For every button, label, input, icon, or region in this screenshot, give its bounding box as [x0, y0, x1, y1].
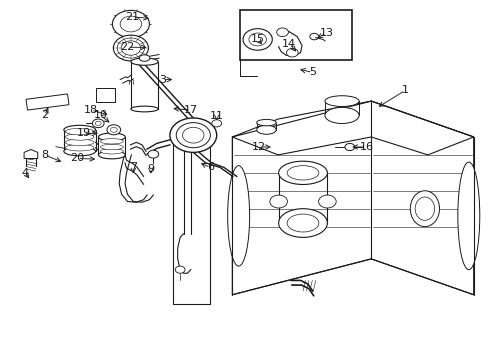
Ellipse shape: [98, 151, 125, 159]
Circle shape: [95, 121, 101, 126]
Circle shape: [148, 150, 158, 158]
Ellipse shape: [409, 191, 439, 226]
Text: 6: 6: [206, 162, 213, 172]
Circle shape: [120, 16, 142, 32]
Ellipse shape: [100, 139, 123, 144]
Polygon shape: [232, 101, 473, 295]
Circle shape: [110, 127, 117, 132]
Ellipse shape: [227, 166, 249, 266]
Polygon shape: [24, 149, 38, 158]
Text: 22: 22: [120, 42, 134, 52]
Circle shape: [286, 48, 298, 57]
Ellipse shape: [325, 96, 358, 107]
Circle shape: [276, 28, 288, 37]
Circle shape: [117, 38, 144, 58]
Bar: [96, 88, 115, 102]
Circle shape: [92, 119, 104, 128]
Circle shape: [248, 33, 266, 46]
Circle shape: [112, 10, 149, 38]
Circle shape: [176, 123, 210, 148]
Ellipse shape: [278, 209, 327, 237]
Ellipse shape: [286, 214, 318, 232]
Circle shape: [318, 195, 335, 208]
Circle shape: [182, 127, 203, 143]
Text: 16: 16: [359, 142, 373, 152]
Circle shape: [121, 41, 141, 55]
Text: 18: 18: [83, 105, 98, 115]
Text: 13: 13: [319, 28, 333, 38]
Ellipse shape: [325, 107, 358, 123]
Ellipse shape: [64, 147, 95, 156]
Text: 1: 1: [401, 85, 408, 95]
Text: 7: 7: [129, 162, 137, 172]
Text: 20: 20: [70, 153, 84, 163]
Text: 21: 21: [125, 12, 139, 22]
Ellipse shape: [100, 149, 123, 154]
Ellipse shape: [98, 133, 125, 141]
Ellipse shape: [65, 134, 94, 140]
Ellipse shape: [256, 120, 276, 126]
Text: 14: 14: [282, 39, 296, 49]
Circle shape: [175, 266, 184, 273]
Text: 12: 12: [251, 142, 265, 152]
Text: 4: 4: [21, 168, 29, 178]
Text: 15: 15: [250, 35, 264, 44]
Bar: [239, 10, 351, 60]
Ellipse shape: [457, 162, 479, 270]
Circle shape: [169, 118, 216, 152]
Ellipse shape: [278, 161, 327, 184]
Ellipse shape: [139, 55, 150, 61]
Text: 9: 9: [147, 164, 154, 174]
Circle shape: [309, 33, 318, 40]
Text: 19: 19: [76, 129, 90, 138]
Circle shape: [113, 35, 148, 61]
Ellipse shape: [414, 197, 434, 220]
Circle shape: [344, 143, 354, 150]
Text: 3: 3: [159, 75, 166, 85]
Text: 8: 8: [41, 150, 48, 160]
Text: 17: 17: [183, 105, 198, 115]
Ellipse shape: [65, 144, 94, 151]
Text: 5: 5: [308, 67, 316, 77]
Circle shape: [211, 120, 221, 127]
Circle shape: [107, 125, 121, 135]
Polygon shape: [172, 137, 210, 304]
Text: 2: 2: [41, 111, 48, 121]
Ellipse shape: [26, 156, 36, 159]
Ellipse shape: [65, 139, 94, 145]
Text: 11: 11: [209, 111, 223, 121]
Circle shape: [269, 195, 287, 208]
Polygon shape: [26, 94, 69, 110]
Ellipse shape: [131, 58, 158, 65]
Ellipse shape: [64, 125, 95, 134]
Circle shape: [243, 29, 272, 50]
Text: 10: 10: [94, 111, 107, 121]
Ellipse shape: [286, 166, 318, 180]
Ellipse shape: [131, 106, 158, 112]
Ellipse shape: [256, 125, 276, 134]
Ellipse shape: [100, 144, 123, 150]
Polygon shape: [232, 101, 473, 155]
Ellipse shape: [65, 129, 94, 135]
